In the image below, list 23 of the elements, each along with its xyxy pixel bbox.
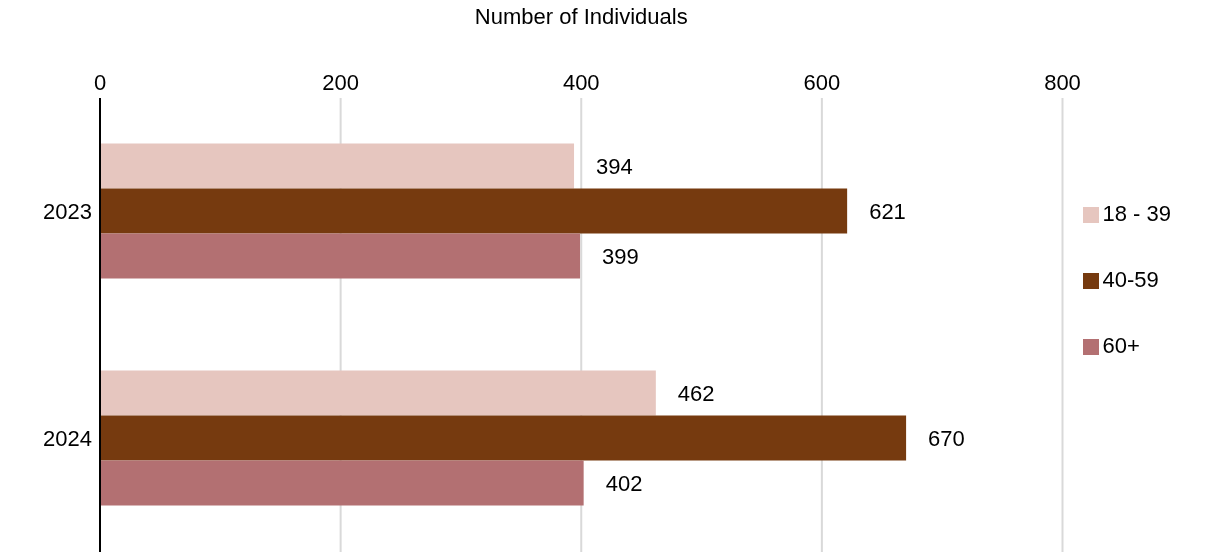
data-label: 621 <box>869 198 906 224</box>
data-label: 462 <box>677 380 715 406</box>
y-tick-label: 2024 <box>43 426 92 452</box>
legend-label: 60+ <box>1102 333 1140 358</box>
bar <box>100 415 907 461</box>
x-axis-title: Number of Individuals <box>474 3 688 29</box>
x-tick-label: 600 <box>803 70 841 95</box>
data-label: 394 <box>596 153 633 179</box>
legend-label: 18 - 39 <box>1102 201 1171 226</box>
x-tick-label: 800 <box>1044 70 1081 95</box>
data-label: 402 <box>605 470 643 496</box>
x-tick-label: 0 <box>93 70 107 95</box>
bar <box>100 233 581 279</box>
y-tick-label: 2023 <box>43 199 92 225</box>
data-label: 399 <box>602 243 639 269</box>
x-tick-label: 200 <box>322 70 359 95</box>
bar <box>100 460 584 506</box>
bar <box>100 370 656 416</box>
legend-label: 40-59 <box>1102 267 1159 292</box>
data-label: 670 <box>928 425 965 451</box>
x-tick-label: 400 <box>562 70 600 95</box>
bar <box>100 188 848 234</box>
bar <box>100 143 575 189</box>
